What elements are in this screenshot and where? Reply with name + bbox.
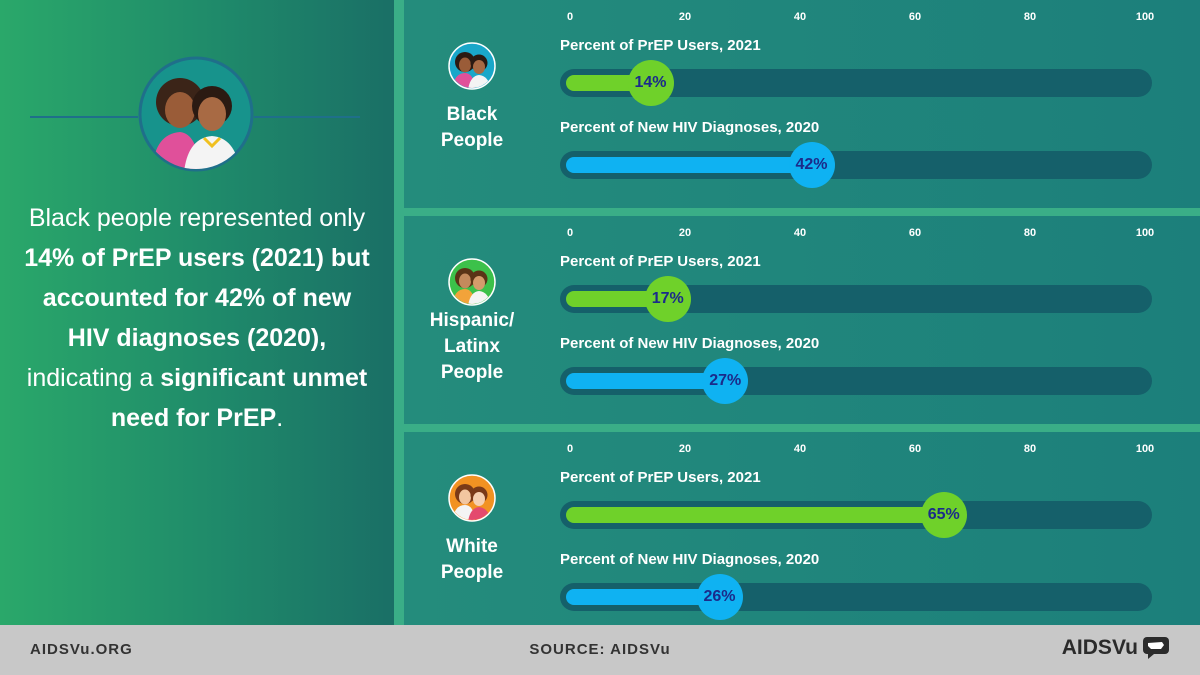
- x-tick-label: 0: [566, 443, 574, 455]
- group-label-line: Latinx: [444, 336, 500, 357]
- bar-title: Percent of PrEP Users, 2021: [560, 469, 761, 486]
- summary-text-part: 14% of PrEP users (2021) but accounted f…: [24, 244, 370, 352]
- group-label-line: People: [440, 562, 504, 583]
- x-tick-label: 100: [1135, 443, 1155, 455]
- prep-value-label: 14%: [627, 60, 674, 106]
- prep-value-label: 65%: [920, 492, 967, 538]
- speech-bubble-map-icon: [1143, 637, 1169, 659]
- x-tick-label: 40: [793, 11, 807, 23]
- panel-separator: [404, 424, 1200, 432]
- summary-text-part: significant unmet need for PrEP: [110, 364, 368, 432]
- summary-panel: Black people represented only 14% of PrE…: [0, 0, 394, 625]
- group-label-line: White: [446, 536, 498, 557]
- summary-text-part: indicating a: [26, 364, 161, 392]
- group-label: Hispanic/Latinx People: [404, 308, 540, 386]
- summary-text: Black people represented only 14% of PrE…: [22, 198, 372, 438]
- hiv-bar: [566, 589, 720, 605]
- footer-website[interactable]: AIDSVu.ORG: [30, 641, 133, 658]
- bar-chart: Black People 0 20 40 60 80 100 Percent of PrEP U…: [404, 0, 1200, 625]
- hiv-value-label: 42%: [788, 142, 835, 188]
- x-tick-label: 0: [566, 11, 574, 23]
- group-label: White People: [404, 534, 540, 586]
- group-label: Black People: [404, 102, 540, 154]
- x-tick-label: 80: [1023, 443, 1037, 455]
- panel-separator: [404, 208, 1200, 216]
- hiv-value-label: 27%: [702, 358, 749, 404]
- x-tick-label: 100: [1135, 227, 1155, 239]
- aidsvu-logo: AIDSVu: [1062, 636, 1170, 660]
- footer-source: SOURCE: AIDSVu: [529, 641, 671, 658]
- bar-title: Percent of PrEP Users, 2021: [560, 37, 761, 54]
- black-people-avatar-icon: [138, 56, 254, 172]
- right-decorative-line: [254, 116, 360, 118]
- x-tick-label: 100: [1135, 11, 1155, 23]
- bar-title: Percent of New HIV Diagnoses, 2020: [560, 119, 820, 136]
- hiv-value-label: 26%: [696, 574, 743, 620]
- black-people-icon: [448, 42, 496, 90]
- summary-text-part: .: [276, 404, 284, 432]
- bar-title: Percent of New HIV Diagnoses, 2020: [560, 551, 820, 568]
- prep-value-label: 17%: [644, 276, 691, 322]
- hiv-bar: [566, 157, 812, 173]
- x-tick-label: 80: [1023, 11, 1037, 23]
- prep-bar: [566, 507, 944, 523]
- hiv-bar: [566, 373, 726, 389]
- x-tick-label: 40: [793, 443, 807, 455]
- summary-text-part: Black people represented only: [28, 204, 366, 232]
- bar-title: Percent of PrEP Users, 2021: [560, 253, 761, 270]
- group-label-line: People: [440, 130, 504, 151]
- x-tick-label: 60: [908, 227, 922, 239]
- hispanic-latinx-people-icon: [448, 258, 496, 306]
- group-label-line: People: [440, 362, 504, 383]
- x-tick-label: 80: [1023, 227, 1037, 239]
- x-tick-label: 20: [678, 11, 692, 23]
- white-people-icon: [448, 474, 496, 522]
- x-tick-label: 60: [908, 443, 922, 455]
- x-tick-label: 60: [908, 11, 922, 23]
- x-tick-label: 20: [678, 443, 692, 455]
- prep-bar: [566, 291, 668, 307]
- x-tick-label: 40: [793, 227, 807, 239]
- group-label-line: Hispanic/: [429, 310, 515, 331]
- left-decorative-line: [30, 116, 138, 118]
- bar-title: Percent of New HIV Diagnoses, 2020: [560, 335, 820, 352]
- panel-divider: [394, 0, 404, 625]
- group-label-line: Black: [446, 104, 498, 125]
- x-tick-label: 20: [678, 227, 692, 239]
- x-tick-label: 0: [566, 227, 574, 239]
- aidsvu-logo-text: AIDSVu: [1061, 636, 1138, 659]
- footer: AIDSVu.ORG SOURCE: AIDSVu AIDSVu: [0, 625, 1200, 675]
